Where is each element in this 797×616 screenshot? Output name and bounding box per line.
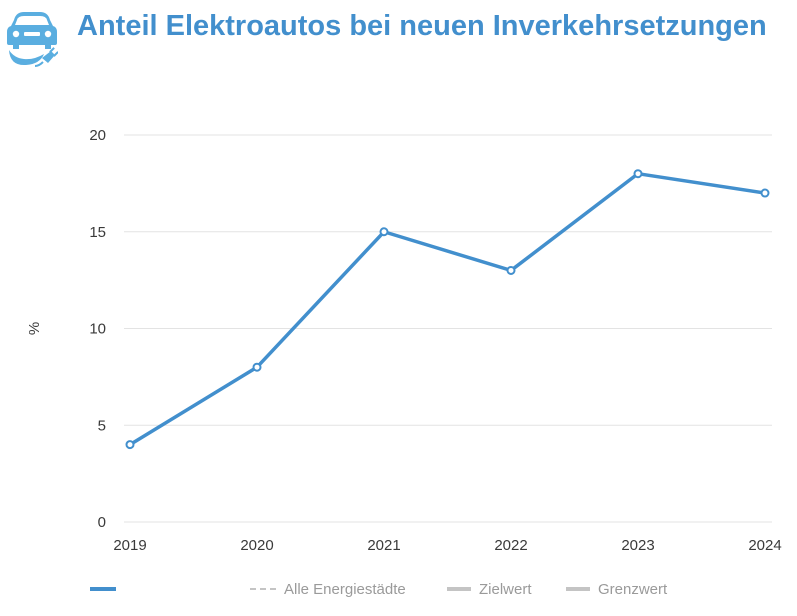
y-tick-label: 5 xyxy=(98,417,106,434)
electric-car-plug-icon xyxy=(7,12,58,67)
legend-label: Alle Energiestädte xyxy=(284,580,406,598)
x-tick-label: 2023 xyxy=(621,537,654,554)
page-title: Anteil Elektroautos bei neuen Inverkehrs… xyxy=(77,10,767,42)
y-tick-label: 0 xyxy=(98,514,106,531)
data-point[interactable] xyxy=(252,362,262,372)
legend-item[interactable]: Zielwert xyxy=(447,576,532,602)
data-point[interactable] xyxy=(633,169,643,179)
legend-item[interactable] xyxy=(90,576,124,602)
legend-item[interactable]: Grenzwert xyxy=(566,576,667,602)
x-tick-label: 2022 xyxy=(494,537,527,554)
y-axis-ticks: 0 5 10 15 20 xyxy=(89,127,106,531)
chart-grid xyxy=(124,134,772,523)
legend-item[interactable]: Alle Energiestädte xyxy=(250,576,406,602)
header: Anteil Elektroautos bei neuen Inverkehrs… xyxy=(0,0,797,95)
y-tick-label: 10 xyxy=(89,321,106,338)
legend-swatch xyxy=(250,588,276,590)
x-tick-label: 2024 xyxy=(748,537,781,554)
data-point[interactable] xyxy=(506,265,516,275)
x-axis-ticks: 2019 2020 2021 2022 2023 2024 xyxy=(113,537,781,554)
y-tick-label: 15 xyxy=(89,224,106,241)
y-tick-label: 20 xyxy=(89,127,106,144)
x-tick-label: 2020 xyxy=(240,537,273,554)
data-point[interactable] xyxy=(760,188,770,198)
chart-series xyxy=(125,169,770,450)
legend-label: Zielwert xyxy=(479,580,532,598)
legend-swatch xyxy=(566,587,590,591)
data-point[interactable] xyxy=(379,227,389,237)
y-axis-title: % xyxy=(26,322,43,335)
legend-label: Grenzwert xyxy=(598,580,668,598)
series-line xyxy=(129,171,766,447)
x-tick-label: 2019 xyxy=(113,537,146,554)
line-chart: 0 5 10 15 20 2019 2020 2021 2022 2023 2024 % xyxy=(26,127,782,554)
chart-legend: Alle Energiestädte Zielwert Grenzwert xyxy=(0,576,797,602)
legend-swatch xyxy=(447,587,471,591)
legend-swatch xyxy=(90,587,116,591)
data-point[interactable] xyxy=(125,440,135,450)
x-tick-label: 2021 xyxy=(367,537,400,554)
